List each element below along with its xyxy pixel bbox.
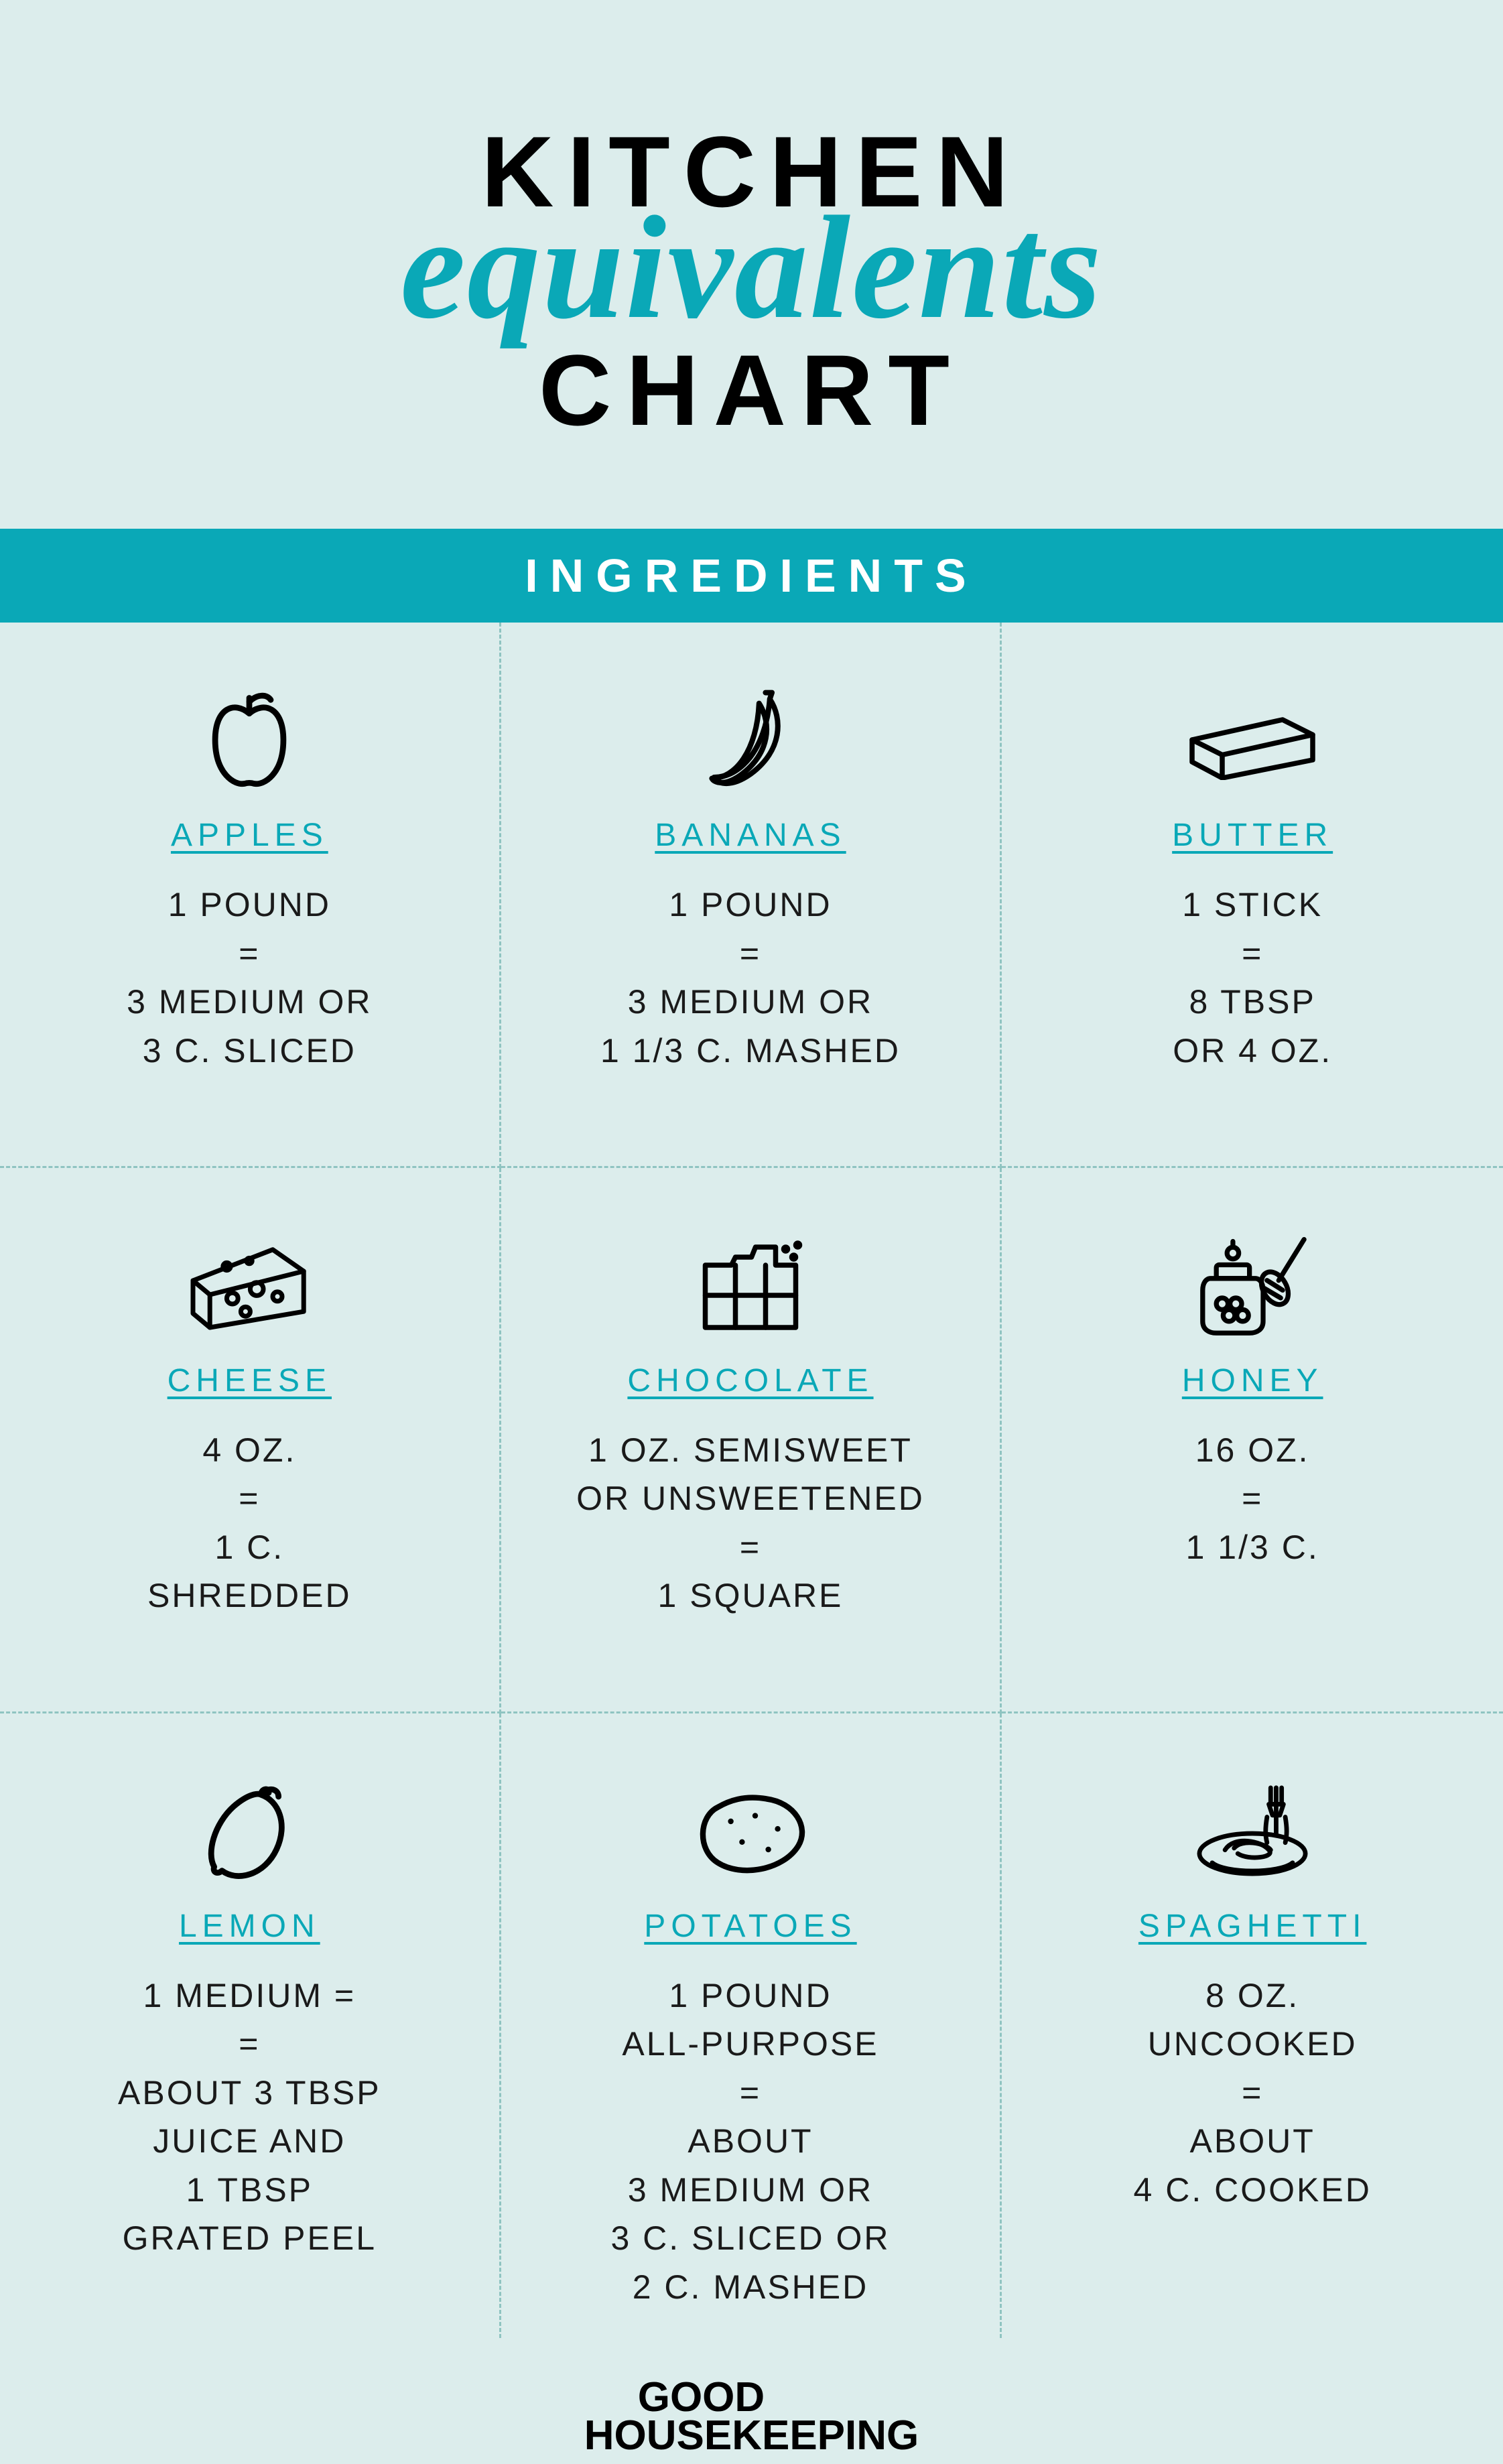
body-butter: 1 STICK = 8 TBSP OR 4 OZ. bbox=[1173, 881, 1332, 1075]
body-apples: 1 POUND = 3 MEDIUM OR 3 C. SLICED bbox=[127, 881, 372, 1075]
cell-butter: BUTTER 1 STICK = 8 TBSP OR 4 OZ. bbox=[1002, 623, 1503, 1168]
body-lemon: 1 MEDIUM = = ABOUT 3 TBSP JUICE AND 1 TB… bbox=[118, 1971, 381, 2263]
body-honey: 16 OZ. = 1 1/3 C. bbox=[1186, 1426, 1319, 1572]
footer-logo: GOOD HOUSEKEEPING bbox=[584, 2378, 919, 2455]
cell-spaghetti: SPAGHETTI 8 OZ. UNCOOKED = ABOUT 4 C. CO… bbox=[1002, 1713, 1503, 2339]
cell-lemon: LEMON 1 MEDIUM = = ABOUT 3 TBSP JUICE AN… bbox=[0, 1713, 501, 2339]
label-bananas: BANANAS bbox=[655, 817, 846, 854]
cell-chocolate: CHOCOLATE 1 OZ. SEMISWEET OR UNSWEETENED… bbox=[501, 1168, 1002, 1713]
title-script: equivalents bbox=[0, 183, 1503, 352]
body-potatoes: 1 POUND ALL-PURPOSE = ABOUT 3 MEDIUM OR … bbox=[610, 1971, 890, 2312]
section-banner: INGREDIENTS bbox=[0, 529, 1503, 623]
label-potatoes: POTATOES bbox=[644, 1908, 856, 1945]
cheese-icon bbox=[182, 1228, 316, 1342]
header: KITCHEN equivalents CHART bbox=[0, 0, 1503, 529]
spaghetti-icon bbox=[1185, 1774, 1319, 1888]
potato-icon bbox=[687, 1774, 814, 1888]
label-butter: BUTTER bbox=[1172, 817, 1333, 854]
cell-cheese: CHEESE 4 OZ. = 1 C. SHREDDED bbox=[0, 1168, 501, 1713]
label-chocolate: CHOCOLATE bbox=[627, 1362, 873, 1399]
cell-bananas: BANANAS 1 POUND = 3 MEDIUM OR 1 1/3 C. M… bbox=[501, 623, 1002, 1168]
chocolate-icon bbox=[694, 1228, 807, 1342]
infographic-page: KITCHEN equivalents CHART INGREDIENTS AP… bbox=[0, 0, 1503, 2464]
body-cheese: 4 OZ. = 1 C. SHREDDED bbox=[147, 1426, 352, 1620]
ingredients-grid: APPLES 1 POUND = 3 MEDIUM OR 3 C. SLICED… bbox=[0, 623, 1503, 2338]
banana-icon bbox=[697, 683, 804, 797]
label-honey: HONEY bbox=[1182, 1362, 1323, 1399]
cell-honey: HONEY 16 OZ. = 1 1/3 C. bbox=[1002, 1168, 1503, 1713]
butter-icon bbox=[1182, 683, 1323, 797]
cell-apples: APPLES 1 POUND = 3 MEDIUM OR 3 C. SLICED bbox=[0, 623, 501, 1168]
label-apples: APPLES bbox=[171, 817, 328, 854]
body-chocolate: 1 OZ. SEMISWEET OR UNSWEETENED = 1 SQUAR… bbox=[576, 1426, 925, 1620]
honey-icon bbox=[1189, 1228, 1316, 1342]
body-bananas: 1 POUND = 3 MEDIUM OR 1 1/3 C. MASHED bbox=[600, 881, 901, 1075]
label-cheese: CHEESE bbox=[168, 1362, 332, 1399]
label-lemon: LEMON bbox=[179, 1908, 320, 1945]
footer-line-1: GOOD bbox=[584, 2378, 919, 2416]
footer-line-2: HOUSEKEEPING bbox=[584, 2416, 919, 2455]
label-spaghetti: SPAGHETTI bbox=[1138, 1908, 1366, 1945]
body-spaghetti: 8 OZ. UNCOOKED = ABOUT 4 C. COOKED bbox=[1134, 1971, 1372, 2215]
apple-icon bbox=[199, 683, 300, 797]
cell-potatoes: POTATOES 1 POUND ALL-PURPOSE = ABOUT 3 M… bbox=[501, 1713, 1002, 2339]
lemon-icon bbox=[199, 1774, 300, 1888]
title-line-3: CHART bbox=[0, 332, 1503, 448]
footer: GOOD HOUSEKEEPING bbox=[0, 2338, 1503, 2455]
